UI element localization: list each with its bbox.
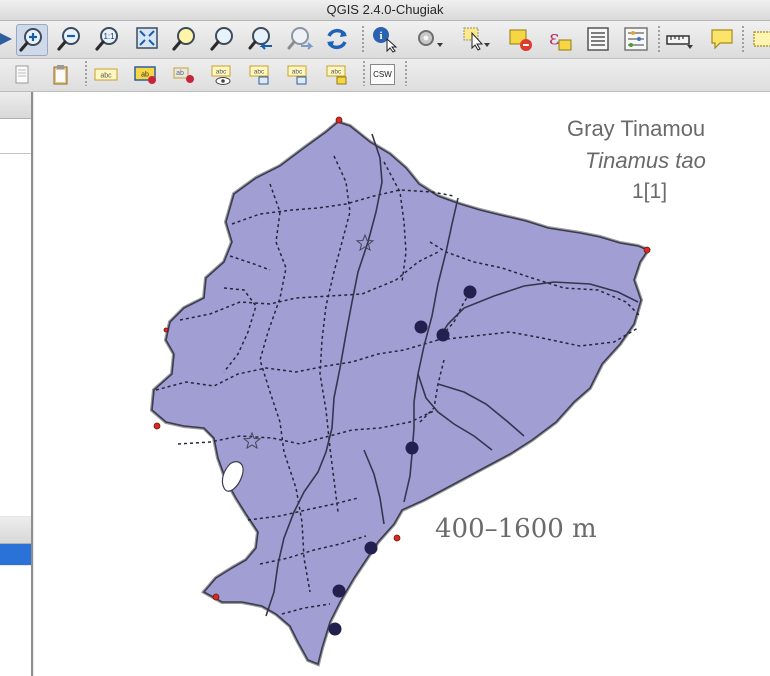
zoom-full-icon[interactable] — [132, 24, 162, 54]
record-point[interactable] — [328, 622, 342, 636]
window-title: QGIS 2.4.0-Chugiak — [0, 0, 770, 21]
refresh-icon[interactable] — [322, 24, 352, 54]
select-icon[interactable] — [461, 24, 491, 54]
record-point[interactable] — [332, 584, 346, 598]
deselect-icon[interactable] — [506, 24, 536, 54]
change-label-icon[interactable]: abc — [324, 64, 350, 86]
svg-text:1:1: 1:1 — [103, 32, 115, 41]
pan-arrow-icon[interactable] — [0, 24, 22, 54]
zoom-native-icon[interactable]: 1:1 — [93, 24, 123, 54]
vertex-point[interactable] — [643, 246, 651, 254]
clipboard-icon[interactable] — [48, 64, 74, 86]
show-hide-label-icon[interactable]: abc — [209, 64, 235, 86]
layer-tree[interactable] — [0, 154, 31, 516]
zoom-to-selection-icon[interactable] — [170, 24, 200, 54]
star-icon — [355, 233, 375, 252]
toolbar-separator — [404, 60, 408, 86]
action-icon[interactable] — [414, 24, 444, 54]
new-layer-icon[interactable] — [9, 64, 35, 86]
toolbar-separator — [362, 60, 366, 86]
vertex-points — [153, 116, 651, 601]
record-point[interactable] — [405, 441, 419, 455]
ecuador-country — [151, 121, 650, 666]
map-tips-icon[interactable] — [707, 24, 737, 54]
csw-button[interactable]: CSW — [370, 64, 395, 86]
label-highlight-icon[interactable]: ab — [133, 64, 159, 86]
vertex-point[interactable] — [393, 534, 401, 542]
toolbar-separator — [361, 25, 365, 53]
svg-text:ab: ab — [141, 72, 149, 79]
csw-label: CSW — [370, 64, 395, 85]
panel-header[interactable] — [0, 92, 31, 119]
selected-row[interactable] — [0, 544, 31, 565]
star-icon — [242, 431, 262, 450]
vertex-point[interactable] — [153, 422, 161, 430]
toolbar-separator — [741, 25, 745, 53]
layer-labeling-icon[interactable]: abc — [93, 64, 119, 86]
browser-tree[interactable] — [0, 566, 31, 676]
rotate-label-icon[interactable]: abc — [285, 64, 311, 86]
province-boundaries — [155, 155, 641, 615]
ecuador-map[interactable] — [34, 92, 770, 676]
svg-text:abc: abc — [100, 73, 112, 80]
legend-species-name: Tinamus tao — [585, 148, 706, 173]
measure-icon[interactable] — [664, 24, 694, 54]
svg-text:abc: abc — [254, 69, 265, 76]
panel-tabbar — [0, 119, 31, 154]
toolbar-separator — [84, 60, 88, 86]
record-point[interactable] — [364, 541, 378, 555]
vertex-point[interactable] — [335, 116, 343, 124]
svg-text:abc: abc — [331, 69, 342, 76]
svg-text:i: i — [379, 30, 382, 42]
star-markers — [242, 233, 375, 450]
elevation-contours — [265, 133, 639, 617]
record-point[interactable] — [436, 328, 450, 342]
statistics-icon[interactable] — [621, 24, 651, 54]
attribute-table-icon[interactable] — [583, 24, 613, 54]
puna-island — [221, 461, 244, 492]
panel-header[interactable] — [0, 517, 31, 544]
toolbar-separator — [657, 25, 661, 53]
expression-icon[interactable]: ε — [545, 24, 575, 54]
svg-text:ε: ε — [549, 25, 559, 49]
record-points — [328, 285, 477, 636]
zoom-last-icon[interactable] — [246, 24, 276, 54]
svg-text:abc: abc — [292, 69, 303, 76]
map-navigation-toolbar: 1:1 i ε — [0, 21, 770, 59]
vertex-point[interactable] — [163, 327, 169, 333]
zoom-out-icon[interactable] — [55, 24, 85, 54]
identify-icon[interactable]: i — [370, 24, 400, 54]
layers-panel — [0, 92, 33, 676]
annotation-icon[interactable] — [750, 24, 770, 54]
map-canvas[interactable]: Gray Tinamou Tinamus tao 1[1] 400–1600 m — [34, 92, 770, 676]
legend-common-name: Gray Tinamou — [567, 116, 706, 141]
zoom-next-icon[interactable] — [285, 24, 315, 54]
record-point[interactable] — [414, 320, 428, 334]
zoom-in-icon[interactable] — [16, 24, 48, 56]
elevation-range-label: 400–1600 m — [435, 514, 597, 544]
svg-text:ab: ab — [176, 70, 184, 77]
pin-label-icon[interactable]: ab — [171, 64, 197, 86]
legend-record-count: 1[1] — [632, 180, 668, 203]
record-point[interactable] — [463, 285, 477, 299]
svg-text:abc: abc — [216, 69, 227, 76]
zoom-to-layer-icon[interactable] — [208, 24, 238, 54]
vertex-point[interactable] — [212, 593, 220, 601]
label-toolbar: abc ab ab abc abc abc abc CSW — [0, 59, 770, 92]
move-label-icon[interactable]: abc — [247, 64, 273, 86]
